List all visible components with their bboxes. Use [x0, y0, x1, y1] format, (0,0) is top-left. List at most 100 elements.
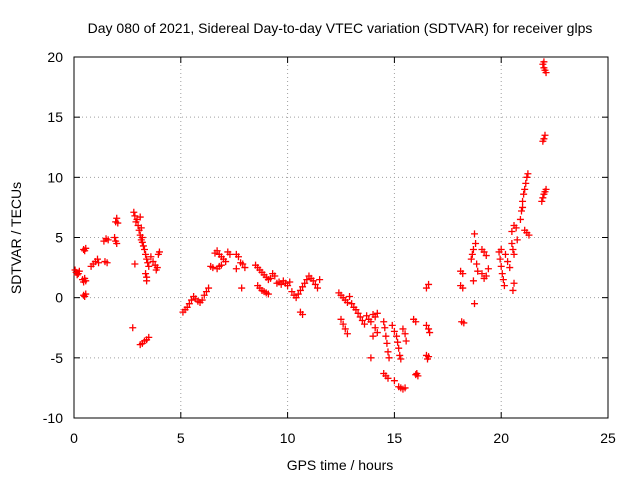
y-tick-labels: -10 -5 0 5 10 15 20	[43, 49, 63, 426]
data-point	[143, 255, 151, 263]
data-point	[510, 279, 518, 287]
data-point	[264, 290, 272, 298]
data-point	[222, 258, 230, 266]
data-point	[82, 244, 90, 252]
data-point	[341, 325, 349, 333]
data-point	[509, 286, 517, 294]
x-tick-label: 5	[177, 430, 185, 446]
x-tick-label: 20	[493, 430, 509, 446]
data-point	[516, 215, 524, 223]
data-point	[348, 300, 356, 308]
data-point	[513, 236, 521, 244]
data-point	[286, 278, 294, 286]
data-point	[202, 288, 210, 296]
data-point	[373, 309, 381, 317]
data-point	[500, 282, 508, 290]
data-point	[82, 277, 90, 285]
data-point	[144, 259, 152, 267]
data-point	[519, 203, 527, 211]
data-point	[354, 309, 362, 317]
data-point	[147, 253, 155, 261]
data-point	[198, 296, 206, 304]
x-tick-labels: 0 5 10 15 20 25	[70, 430, 616, 446]
data-point	[393, 332, 401, 340]
data-point	[346, 292, 354, 300]
data-point	[395, 344, 403, 352]
data-point	[469, 277, 477, 285]
data-point	[356, 313, 364, 321]
x-tick-label: 10	[280, 430, 296, 446]
x-tick-label: 25	[600, 430, 616, 446]
y-tick-label: 15	[47, 109, 63, 125]
y-tick-label: 20	[47, 49, 63, 65]
data-point	[316, 276, 324, 284]
data-point	[339, 320, 347, 328]
data-point	[142, 270, 150, 278]
data-point	[471, 230, 478, 238]
data-point	[517, 207, 525, 215]
data-point	[542, 185, 550, 193]
data-point	[424, 355, 432, 363]
data-point	[401, 330, 409, 338]
data-point	[467, 255, 475, 263]
data-point	[460, 319, 468, 327]
data-point	[508, 240, 516, 248]
data-point	[509, 246, 517, 254]
data-point	[113, 240, 121, 248]
data-point	[390, 327, 398, 335]
data-point	[343, 298, 351, 306]
y-tick-label: -10	[43, 410, 63, 426]
data-point	[299, 283, 307, 291]
data-point	[149, 258, 157, 266]
data-point	[482, 272, 490, 280]
data-point	[539, 194, 547, 202]
data-point	[367, 354, 375, 362]
data-point	[104, 236, 112, 244]
data-point	[412, 318, 420, 326]
y-tick-label: -5	[51, 350, 64, 366]
data-point	[103, 259, 111, 267]
data-point	[73, 271, 81, 279]
data-point	[142, 250, 150, 258]
data-point	[478, 270, 486, 278]
data-point	[145, 262, 153, 270]
data-point	[130, 208, 138, 216]
data-point	[363, 312, 371, 320]
data-point	[137, 224, 145, 232]
data-point	[422, 284, 430, 292]
data-point	[541, 131, 549, 139]
data-point	[93, 255, 101, 263]
y-axis-label: SDTVAR / TECUs	[8, 182, 24, 294]
data-point	[209, 264, 217, 272]
data-point	[232, 265, 240, 273]
chart-title: Day 080 of 2021, Sidereal Day-to-day VTE…	[88, 20, 593, 36]
axis-ticks	[73, 56, 609, 419]
y-tick-label: 0	[55, 290, 63, 306]
data-point	[238, 284, 246, 292]
data-point	[143, 277, 151, 285]
data-point	[303, 276, 311, 284]
data-point	[473, 260, 481, 268]
data-point	[380, 318, 388, 326]
data-point	[525, 231, 533, 239]
data-point	[484, 265, 492, 273]
data-point	[390, 377, 398, 385]
data-point	[401, 384, 409, 392]
data-point	[314, 284, 322, 292]
data-point	[358, 317, 366, 325]
data-point	[469, 246, 477, 254]
data-point	[217, 261, 225, 269]
data-point	[131, 212, 139, 220]
data-point	[542, 69, 550, 77]
data-point	[136, 213, 144, 221]
data-point	[523, 173, 531, 181]
data-point	[213, 247, 221, 255]
data-point	[472, 240, 480, 248]
data-point	[521, 185, 529, 193]
data-point	[95, 259, 103, 267]
data-point	[277, 280, 285, 288]
data-point	[200, 291, 208, 299]
data-point	[399, 325, 407, 333]
data-point	[294, 290, 302, 298]
